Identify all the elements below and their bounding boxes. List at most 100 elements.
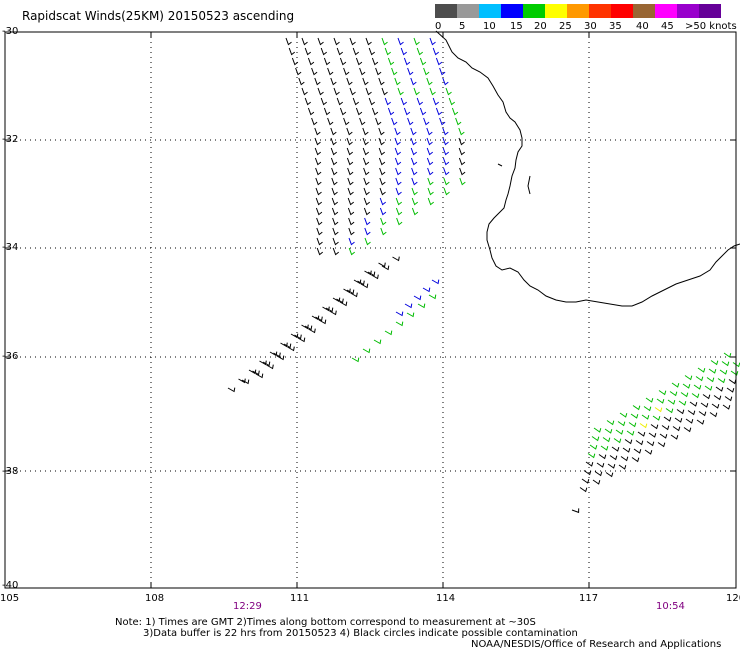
wind-barb (347, 197, 355, 206)
wind-barbs (227, 37, 740, 514)
wind-barb (442, 147, 450, 156)
wind-barb (365, 87, 372, 96)
wind-barb (395, 321, 404, 327)
wind-barb (371, 57, 379, 66)
wind-barb (400, 47, 408, 56)
wind-barb (379, 167, 386, 176)
wind-barb (674, 417, 683, 423)
colorbar-label: 30 (584, 21, 597, 32)
wind-barb (307, 107, 315, 116)
wind-barb (346, 77, 353, 86)
wind-barb (665, 408, 674, 414)
wind-barb (693, 384, 702, 390)
wind-barb (379, 187, 386, 196)
wind-barb (432, 47, 440, 56)
wind-barb (333, 37, 340, 46)
wind-barb (294, 334, 302, 340)
wind-barb (611, 446, 620, 452)
wind-barb (459, 167, 466, 176)
wind-barb (413, 37, 420, 46)
wind-barb (375, 117, 382, 126)
wind-barb (331, 177, 338, 186)
wind-barb (394, 127, 401, 136)
wind-barb (579, 487, 588, 493)
wind-barb (252, 370, 260, 376)
wind-barb (719, 369, 728, 375)
wind-barb (659, 433, 668, 439)
wind-barb (591, 436, 600, 442)
wind-barb (339, 107, 347, 116)
wind-barb (380, 227, 387, 236)
wind-barb (347, 167, 354, 176)
wind-barb (427, 187, 434, 196)
wind-barb (380, 217, 387, 226)
wind-barb (297, 337, 306, 343)
wind-barb (357, 280, 365, 286)
wind-barb (416, 47, 424, 56)
wind-barb (316, 217, 323, 226)
wind-barb (348, 217, 355, 226)
footnote-line-2: 3)Data buffer is 22 hrs from 20150523 4)… (143, 628, 578, 639)
wind-barb (387, 107, 395, 116)
wind-barb (287, 346, 295, 352)
wind-barb (631, 457, 640, 463)
wind-barb (411, 187, 418, 196)
wind-barb (387, 57, 395, 66)
wind-barb (317, 87, 324, 96)
wind-barb (427, 167, 434, 176)
wind-barb (384, 97, 392, 106)
wind-barb (652, 415, 661, 421)
wind-barb (362, 147, 370, 156)
wind-barb (329, 310, 337, 316)
wind-barb (615, 429, 624, 435)
wind-barb (635, 440, 644, 446)
wind-barb (346, 157, 354, 166)
wind-barb (327, 117, 334, 126)
wind-barb (332, 227, 339, 236)
wind-barb (633, 448, 642, 454)
wind-barb (403, 57, 411, 66)
wind-barb (427, 197, 435, 206)
wind-barb (407, 67, 414, 76)
wind-barb (410, 147, 418, 156)
wind-barb (713, 395, 722, 401)
wind-barb (227, 387, 236, 393)
wind-barb (330, 127, 337, 136)
map-frame (4, 31, 737, 589)
wind-barb (696, 419, 705, 425)
wind-barb (413, 295, 422, 301)
wind-barb (394, 77, 401, 86)
wind-barb (295, 67, 302, 76)
wind-barb (672, 426, 681, 432)
wind-barb (269, 351, 278, 357)
wind-barb (330, 77, 337, 86)
footnote-line-1: Note: 1) Times are GMT 2)Times along bot… (115, 617, 536, 628)
wind-barb (700, 402, 709, 408)
colorbar-label: 45 (661, 21, 674, 32)
wind-barb (400, 97, 408, 106)
lon-label-108: 108 (145, 593, 165, 604)
wind-barb (304, 97, 312, 106)
lon-label-117: 117 (579, 593, 599, 604)
wind-barb (396, 217, 403, 226)
wind-barb (304, 47, 312, 56)
wind-barb (301, 87, 308, 96)
wind-barb (609, 455, 618, 461)
wind-barb (676, 409, 685, 415)
wind-barb (315, 207, 323, 216)
southern-coast-inlet (527, 175, 531, 195)
wind-barb (363, 207, 371, 216)
wind-barb (423, 117, 430, 126)
wind-barb (732, 362, 740, 368)
wind-barb (288, 47, 296, 56)
wind-barb (307, 57, 315, 66)
lat-label-36: -36 (2, 351, 19, 362)
wind-barb (320, 97, 328, 106)
colorbar-swatch (611, 4, 633, 18)
wind-barb (365, 37, 372, 46)
wind-barb (680, 392, 689, 398)
wind-barb (711, 403, 720, 409)
wind-barb (702, 394, 711, 400)
wind-barb (348, 237, 355, 246)
wind-barb (715, 386, 724, 392)
